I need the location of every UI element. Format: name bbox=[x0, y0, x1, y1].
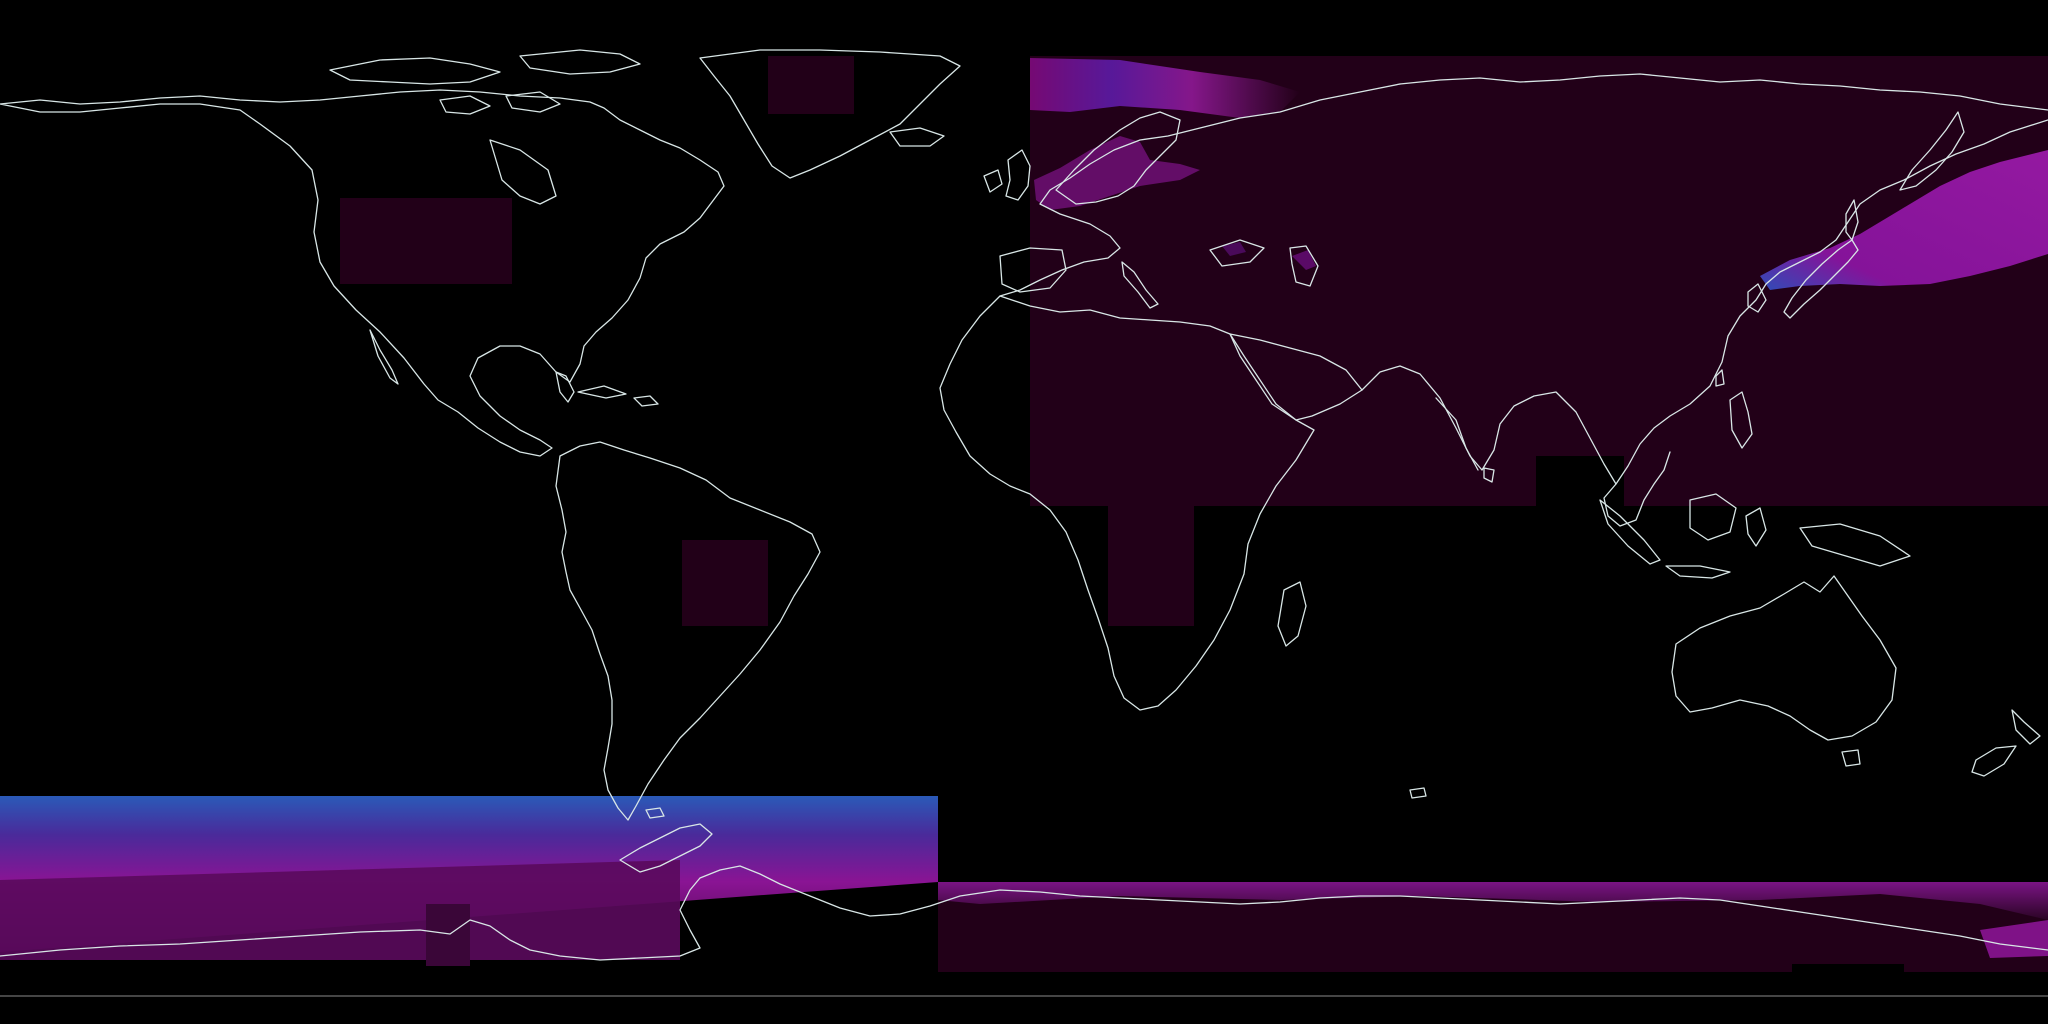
coast-italy bbox=[1121, 261, 1159, 309]
signal-southern-ocean-lower bbox=[0, 860, 680, 960]
tile-greenland bbox=[768, 56, 854, 114]
tile-north-america bbox=[340, 198, 512, 284]
signal-ross-sea bbox=[426, 904, 470, 966]
coast-tasmania bbox=[1841, 749, 1861, 767]
coast-madagascar bbox=[1277, 581, 1307, 647]
coast-java bbox=[1665, 565, 1731, 579]
coast-south-america bbox=[555, 441, 821, 821]
tile-antarctica-coast bbox=[938, 882, 2048, 972]
coast-falklands bbox=[645, 807, 665, 819]
coast-arabia bbox=[1229, 333, 1363, 421]
coast-antarctica bbox=[0, 865, 2048, 961]
signal-caspian bbox=[1292, 250, 1316, 270]
coast-sakhalin bbox=[1845, 199, 1859, 241]
coast-scandinavia bbox=[1055, 111, 1181, 205]
coast-cuba bbox=[577, 385, 627, 399]
coast-florida bbox=[555, 371, 575, 403]
coast-south-georgia bbox=[1409, 787, 1427, 799]
coast-baja bbox=[369, 329, 399, 385]
coast-asia bbox=[1361, 119, 2048, 485]
coastlines bbox=[0, 49, 2048, 961]
coast-new-guinea bbox=[1799, 523, 1911, 567]
coast-sumatra bbox=[1599, 499, 1661, 565]
coast-new-zealand-north bbox=[2011, 709, 2041, 745]
coast-new-zealand-south bbox=[1971, 745, 2017, 777]
coast-taiwan bbox=[1715, 369, 1725, 387]
coast-iberia bbox=[999, 247, 1067, 293]
coast-philippines bbox=[1729, 391, 1753, 449]
coast-sri-lanka bbox=[1483, 467, 1495, 483]
coast-europe bbox=[999, 83, 1401, 297]
coast-arctic-islands bbox=[329, 57, 501, 85]
coast-uk bbox=[1005, 149, 1031, 201]
coast-north-america bbox=[0, 89, 725, 457]
tile-africa bbox=[1108, 504, 1194, 626]
coast-hudson-bay bbox=[489, 139, 557, 205]
coast-caspian bbox=[1289, 245, 1319, 287]
coast-iceland bbox=[889, 127, 945, 147]
coast-ireland bbox=[983, 169, 1003, 193]
coast-korea bbox=[1747, 283, 1767, 313]
coast-sulawesi bbox=[1745, 507, 1767, 547]
coast-africa bbox=[939, 295, 1315, 711]
coast-kamchatka bbox=[1899, 111, 1965, 191]
coast-borneo bbox=[1689, 493, 1737, 541]
coast-greenland bbox=[699, 49, 961, 179]
coast-antarctic-peninsula bbox=[619, 823, 713, 873]
coast-black-sea bbox=[1209, 239, 1265, 267]
tile-eurasia bbox=[1030, 56, 2048, 506]
signal-black-sea bbox=[1222, 242, 1246, 256]
coast-australia bbox=[1671, 575, 1897, 741]
data-overlay bbox=[0, 56, 2048, 972]
coast-siberia-north bbox=[1399, 73, 2048, 111]
signal-norwegian-sea bbox=[1030, 58, 1300, 118]
tile-south-america bbox=[682, 540, 768, 626]
coast-india bbox=[1435, 397, 1479, 471]
signal-scandinavia bbox=[1034, 136, 1200, 210]
signal-antarctic-coast bbox=[938, 882, 2048, 920]
